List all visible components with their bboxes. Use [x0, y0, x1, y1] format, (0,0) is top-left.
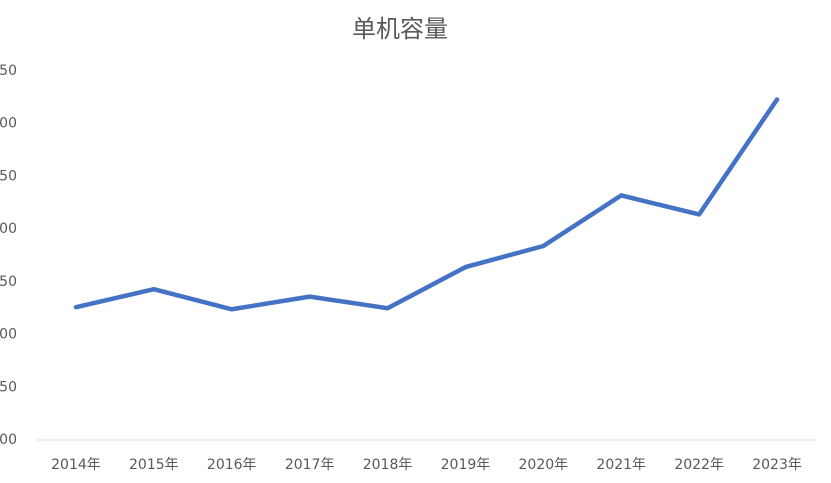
- x-tick-label: 2017年: [285, 457, 335, 473]
- x-tick-label: 2014年: [51, 457, 101, 473]
- x-tick-label: 2016年: [207, 457, 257, 473]
- y-tick-label: 50: [0, 168, 17, 184]
- y-tick-label: 00: [0, 327, 17, 343]
- x-tick-label: 2020年: [519, 457, 569, 473]
- x-tick-label: 2019年: [441, 457, 491, 473]
- y-tick-label: 50: [0, 379, 17, 395]
- x-tick-label: 2018年: [363, 457, 413, 473]
- y-tick-label: 00: [0, 221, 17, 237]
- x-tick-label: 2023年: [752, 457, 802, 473]
- x-tick-label: 2021年: [596, 457, 646, 473]
- y-tick-label: 00: [0, 116, 17, 132]
- x-tick-label: 2022年: [674, 457, 724, 473]
- chart-title: 单机容量: [352, 15, 448, 43]
- y-tick-label: 50: [0, 63, 17, 79]
- x-tick-label: 2015年: [129, 457, 179, 473]
- y-tick-label: 50: [0, 274, 17, 290]
- y-tick-label: 00: [0, 432, 17, 448]
- data-line: [73, 97, 780, 312]
